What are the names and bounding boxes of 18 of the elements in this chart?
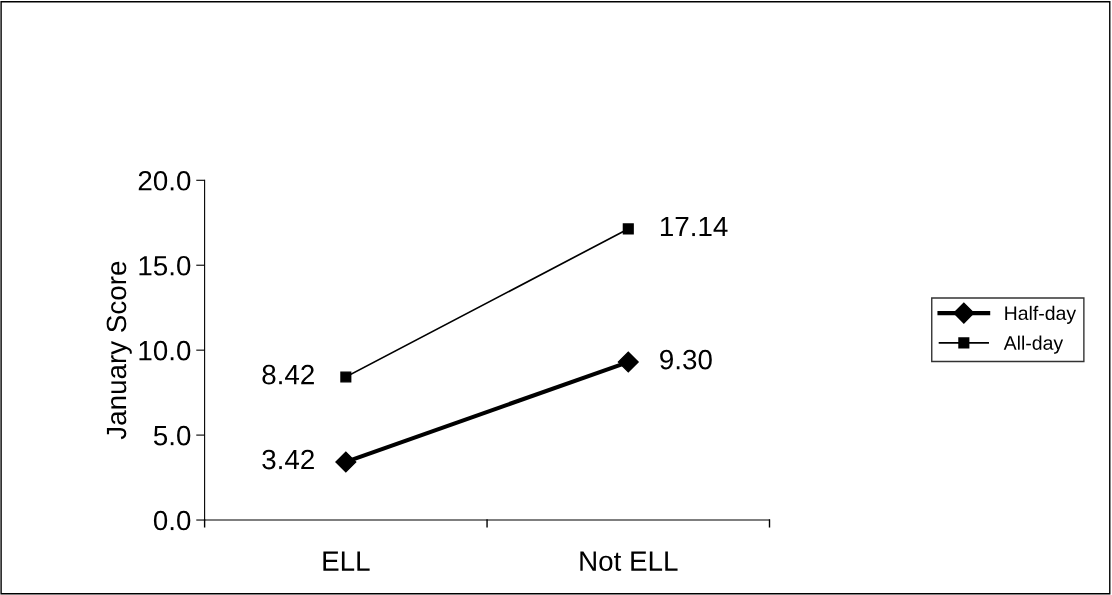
legend-label: Half-day [1005, 305, 1077, 324]
text: 9.30 [660, 349, 712, 370]
y-tick-label: 15.0 [139, 255, 191, 276]
y-tick-label: 20.0 [138, 170, 191, 191]
x-tick-label: Not ELL [580, 551, 678, 571]
legend-label: All-day [1003, 335, 1064, 354]
point [340, 371, 352, 383]
text: 8.42 [262, 364, 314, 385]
point [335, 451, 357, 473]
text: 17.14 [660, 216, 728, 237]
text: 3.42 [262, 449, 314, 470]
y-tick-label: 0.0 [153, 510, 191, 531]
x-tick-label: ELL [323, 551, 370, 571]
y-tick-label: 5.0 [153, 425, 191, 446]
point [617, 351, 639, 373]
point [622, 223, 634, 235]
y-axis-title: January Score [106, 261, 132, 440]
y-tick-label: 10.0 [139, 340, 191, 361]
